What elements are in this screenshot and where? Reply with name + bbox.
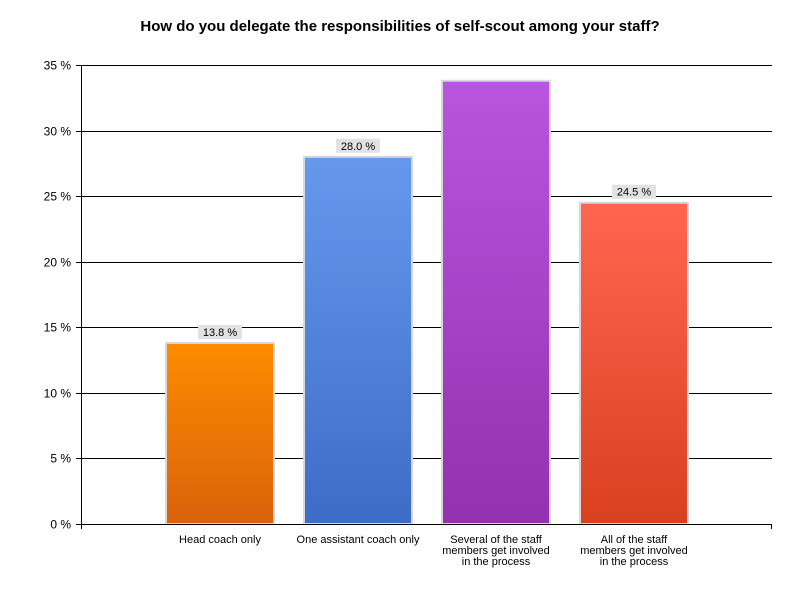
y-tick-label: 10 % [44,387,72,401]
bar [303,155,413,526]
x-tick-label: All of the staff members get involved in t… [580,534,688,568]
bar [165,342,275,525]
bar [441,79,551,525]
data-label: 24.5 % [617,187,651,199]
x-tick-label: Several of the staff members get involved… [442,534,550,568]
y-tick-label: 35 % [44,59,72,73]
bar [579,201,689,525]
data-label: 13.8 % [203,327,237,339]
y-tick-label: 20 % [44,256,72,270]
data-label-box [612,184,656,199]
data-label-box [336,138,380,153]
chart-title: How do you delegate the responsibilities… [140,18,660,35]
y-tick-label: 5 % [50,452,71,466]
y-tick-label: 0 % [50,518,71,532]
y-tick-label: 25 % [44,190,72,204]
x-tick-label: Head coach only [179,534,261,546]
y-tick-label: 15 % [44,321,72,335]
data-label-box [198,325,242,340]
data-label: 28.0 % [341,141,375,153]
x-tick-label: One assistant coach only [297,534,420,546]
y-tick-label: 30 % [44,125,72,139]
